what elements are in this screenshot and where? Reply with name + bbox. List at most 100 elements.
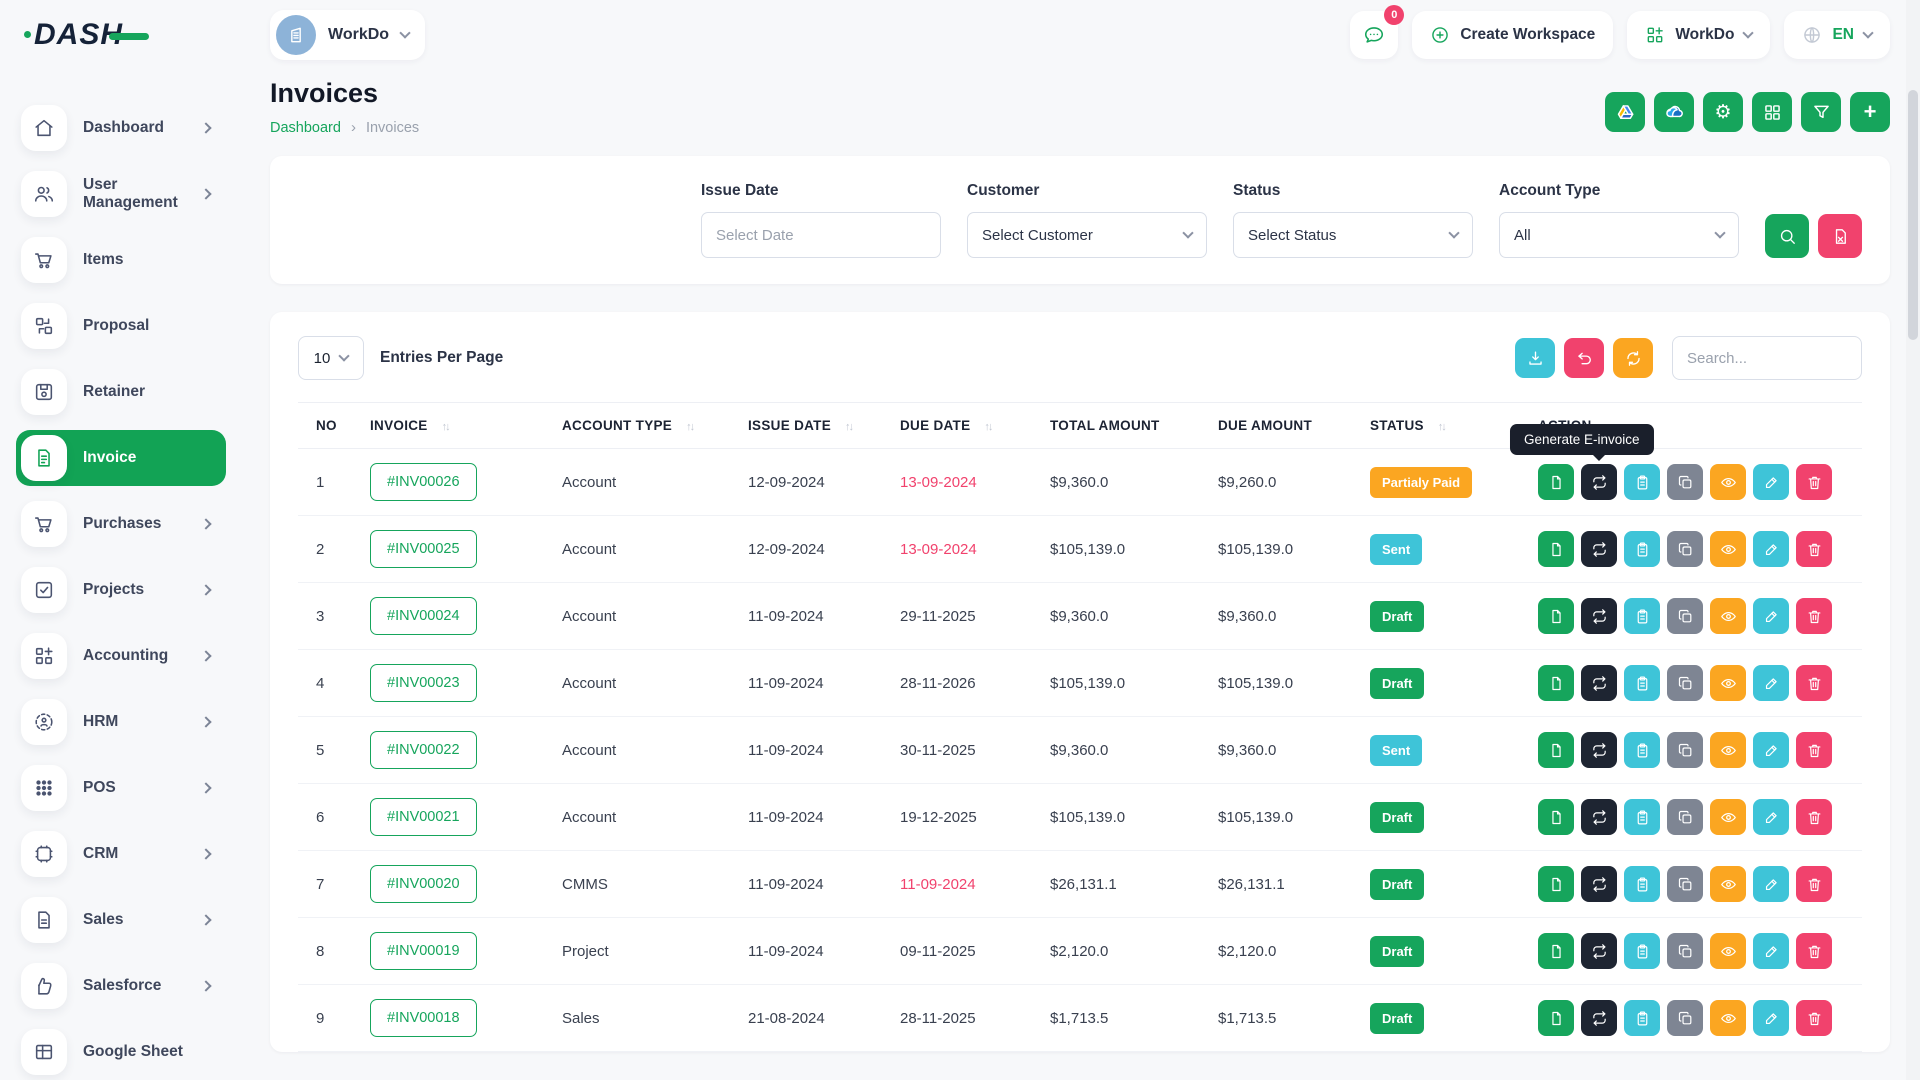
eye-button[interactable] bbox=[1710, 799, 1746, 835]
sidebar-item-accounting[interactable]: Accounting bbox=[16, 628, 226, 684]
eye-button[interactable] bbox=[1710, 1000, 1746, 1036]
eye-button[interactable] bbox=[1710, 866, 1746, 902]
grid-button[interactable] bbox=[1752, 92, 1792, 132]
google-drive-button[interactable] bbox=[1605, 92, 1645, 132]
clipboard-button[interactable] bbox=[1624, 464, 1660, 500]
sidebar-item-hrm[interactable]: HRM bbox=[16, 694, 226, 750]
messages-button[interactable]: 0 bbox=[1350, 5, 1405, 59]
eye-button[interactable] bbox=[1710, 531, 1746, 567]
column-header-invoice[interactable]: INVOICE ↑↓ bbox=[360, 402, 552, 449]
undo-button[interactable] bbox=[1564, 338, 1604, 378]
invoice-number-link[interactable]: #INV00026 bbox=[370, 463, 477, 501]
generate-einvoice-button[interactable] bbox=[1581, 1000, 1617, 1036]
sidebar-item-crm[interactable]: CRM bbox=[16, 826, 226, 882]
trash-button[interactable] bbox=[1796, 665, 1832, 701]
sort-icon[interactable]: ↑↓ bbox=[984, 421, 993, 433]
file-button[interactable] bbox=[1538, 799, 1574, 835]
create-workspace-button[interactable]: Create Workspace bbox=[1412, 11, 1614, 59]
copy-button[interactable] bbox=[1667, 933, 1703, 969]
generate-einvoice-button[interactable]: Generate E-invoice bbox=[1509, 424, 1654, 500]
edit-button[interactable] bbox=[1753, 799, 1789, 835]
invoice-number-link[interactable]: #INV00024 bbox=[370, 597, 477, 635]
sidebar-item-pos[interactable]: POS bbox=[16, 760, 226, 816]
file-button[interactable] bbox=[1538, 866, 1574, 902]
eye-button[interactable] bbox=[1710, 732, 1746, 768]
file-button[interactable] bbox=[1538, 598, 1574, 634]
filter-button[interactable] bbox=[1801, 92, 1841, 132]
edit-button[interactable] bbox=[1753, 598, 1789, 634]
sidebar-item-sales[interactable]: Sales bbox=[16, 892, 226, 948]
clipboard-button[interactable] bbox=[1624, 1000, 1660, 1036]
edit-button[interactable] bbox=[1753, 1000, 1789, 1036]
sidebar-item-projects[interactable]: Projects bbox=[16, 562, 226, 618]
eye-button[interactable] bbox=[1710, 464, 1746, 500]
clipboard-button[interactable] bbox=[1624, 799, 1660, 835]
generate-einvoice-button[interactable] bbox=[1581, 732, 1617, 768]
file-button[interactable] bbox=[1538, 665, 1574, 701]
entries-per-page-select[interactable]: 10 bbox=[298, 336, 364, 380]
copy-button[interactable] bbox=[1667, 1000, 1703, 1036]
invoice-number-link[interactable]: #INV00020 bbox=[370, 865, 477, 903]
create-invoice-button[interactable]: + bbox=[1850, 92, 1890, 132]
invoice-number-link[interactable]: #INV00023 bbox=[370, 664, 477, 702]
app-menu-button[interactable]: WorkDo bbox=[1627, 11, 1771, 59]
sidebar-item-items[interactable]: Items bbox=[16, 232, 226, 288]
status-select[interactable]: Select Status bbox=[1233, 212, 1473, 258]
search-input[interactable] bbox=[1672, 336, 1862, 380]
sidebar-item-proposal[interactable]: Proposal bbox=[16, 298, 226, 354]
trash-button[interactable] bbox=[1796, 933, 1832, 969]
workspace-switcher[interactable]: WorkDo bbox=[270, 10, 426, 60]
generate-einvoice-button[interactable] bbox=[1581, 866, 1617, 902]
clipboard-button[interactable] bbox=[1624, 866, 1660, 902]
copy-button[interactable] bbox=[1667, 464, 1703, 500]
sidebar-item-purchases[interactable]: Purchases bbox=[16, 496, 226, 552]
copy-button[interactable] bbox=[1667, 799, 1703, 835]
file-button[interactable] bbox=[1538, 1000, 1574, 1036]
sidebar-item-user-management[interactable]: User Management bbox=[16, 166, 226, 222]
clipboard-button[interactable] bbox=[1624, 732, 1660, 768]
edit-button[interactable] bbox=[1753, 531, 1789, 567]
settings-button[interactable]: ⚙ bbox=[1703, 92, 1743, 132]
file-button[interactable] bbox=[1538, 464, 1574, 500]
copy-button[interactable] bbox=[1667, 531, 1703, 567]
clipboard-button[interactable] bbox=[1624, 598, 1660, 634]
sidebar-item-invoice[interactable]: Invoice bbox=[16, 430, 226, 486]
eye-button[interactable] bbox=[1710, 933, 1746, 969]
column-header-issue-date[interactable]: ISSUE DATE ↑↓ bbox=[738, 402, 890, 449]
window-scrollbar[interactable] bbox=[1906, 0, 1920, 1080]
sidebar-item-retainer[interactable]: Retainer bbox=[16, 364, 226, 420]
sidebar-item-google-sheet[interactable]: Google Sheet bbox=[16, 1024, 226, 1080]
trash-button[interactable] bbox=[1796, 598, 1832, 634]
sidebar-item-dashboard[interactable]: Dashboard bbox=[16, 100, 226, 156]
trash-button[interactable] bbox=[1796, 531, 1832, 567]
onedrive-button[interactable] bbox=[1654, 92, 1694, 132]
edit-button[interactable] bbox=[1753, 933, 1789, 969]
file-button[interactable] bbox=[1538, 732, 1574, 768]
sort-icon[interactable]: ↑↓ bbox=[441, 421, 451, 433]
clipboard-button[interactable] bbox=[1624, 665, 1660, 701]
sort-icon[interactable]: ↑↓ bbox=[1437, 421, 1447, 433]
sidebar-item-salesforce[interactable]: Salesforce bbox=[16, 958, 226, 1014]
account-type-select[interactable]: All bbox=[1499, 212, 1739, 258]
issue-date-input[interactable] bbox=[701, 212, 941, 258]
brand-logo[interactable]: DASH bbox=[0, 0, 240, 70]
copy-button[interactable] bbox=[1667, 598, 1703, 634]
generate-einvoice-button[interactable] bbox=[1581, 665, 1617, 701]
apply-filter-button[interactable] bbox=[1765, 214, 1809, 258]
trash-button[interactable] bbox=[1796, 732, 1832, 768]
clipboard-button[interactable] bbox=[1624, 531, 1660, 567]
eye-button[interactable] bbox=[1710, 665, 1746, 701]
eye-button[interactable] bbox=[1710, 598, 1746, 634]
refresh-button[interactable] bbox=[1613, 338, 1653, 378]
trash-button[interactable] bbox=[1796, 1000, 1832, 1036]
invoice-number-link[interactable]: #INV00022 bbox=[370, 731, 477, 769]
edit-button[interactable] bbox=[1753, 732, 1789, 768]
sort-icon[interactable]: ↑↓ bbox=[845, 421, 854, 433]
edit-button[interactable] bbox=[1753, 866, 1789, 902]
generate-einvoice-button[interactable] bbox=[1581, 933, 1617, 969]
invoice-number-link[interactable]: #INV00021 bbox=[370, 798, 477, 836]
clipboard-button[interactable] bbox=[1624, 933, 1660, 969]
generate-einvoice-button[interactable] bbox=[1581, 799, 1617, 835]
column-header-status[interactable]: STATUS ↑↓ bbox=[1360, 402, 1528, 449]
invoice-number-link[interactable]: #INV00019 bbox=[370, 932, 477, 970]
